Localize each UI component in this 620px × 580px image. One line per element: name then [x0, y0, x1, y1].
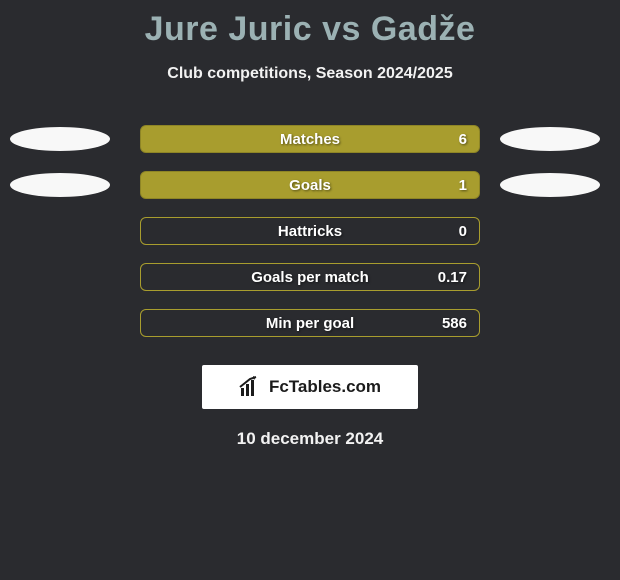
- branding-text: FcTables.com: [269, 377, 381, 397]
- player-left-oval: [10, 127, 110, 151]
- stat-row: Min per goal 586: [0, 309, 620, 337]
- stat-label: Goals per match: [251, 269, 369, 286]
- stat-bar: Goals 1: [140, 171, 480, 199]
- stat-label: Matches: [280, 131, 340, 148]
- stat-value: 586: [442, 315, 467, 332]
- stat-row: Matches 6: [0, 125, 620, 153]
- player-right-oval: [500, 173, 600, 197]
- stat-bar: Matches 6: [140, 125, 480, 153]
- stat-row: Goals per match 0.17: [0, 263, 620, 291]
- stat-bar: Hattricks 0: [140, 217, 480, 245]
- stat-label: Hattricks: [278, 223, 342, 240]
- date-text: 10 december 2024: [0, 429, 620, 449]
- stats-container: Matches 6 Goals 1 Hattricks 0 Goals: [0, 125, 620, 337]
- stat-bar: Min per goal 586: [140, 309, 480, 337]
- stat-label: Goals: [289, 177, 331, 194]
- stat-value: 6: [459, 131, 467, 148]
- page-title: Jure Juric vs Gadže: [0, 10, 620, 49]
- subtitle: Club competitions, Season 2024/2025: [0, 65, 620, 83]
- stat-value: 0: [459, 223, 467, 240]
- branding-badge: FcTables.com: [202, 365, 418, 409]
- page-root: Jure Juric vs Gadže Club competitions, S…: [0, 0, 620, 580]
- branding-chart-icon: [239, 376, 263, 398]
- player-right-oval: [500, 127, 600, 151]
- stat-bar: Goals per match 0.17: [140, 263, 480, 291]
- stat-label: Min per goal: [266, 315, 354, 332]
- stat-row: Goals 1: [0, 171, 620, 199]
- stat-row: Hattricks 0: [0, 217, 620, 245]
- stat-value: 0.17: [438, 269, 467, 286]
- stat-value: 1: [459, 177, 467, 194]
- player-left-oval: [10, 173, 110, 197]
